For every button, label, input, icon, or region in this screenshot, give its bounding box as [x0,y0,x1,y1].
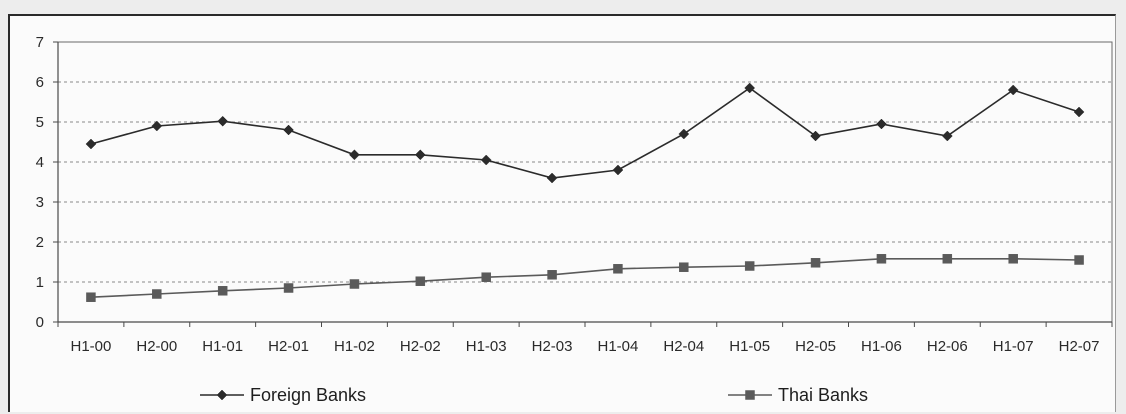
thai-banks-point [1074,255,1084,265]
thai-banks-point [942,254,953,264]
foreign-banks-legend-marker [216,389,228,401]
thai-banks-point [876,254,887,264]
gridlines [58,81,1112,283]
legend: Foreign Banks Thai Banks [200,385,868,405]
thai-banks-point [1008,254,1018,264]
thai-banks-point [810,258,821,268]
thai-banks-point [349,279,360,289]
x-tick-label: H2-03 [532,338,573,355]
foreign-banks-point [1007,84,1019,96]
y-tick-label: 7 [36,34,44,51]
thai-banks-point [481,272,491,282]
y-tick-label: 5 [36,114,44,131]
thai-banks-point [547,270,557,280]
y-tick-label: 2 [36,234,44,251]
thai-banks-point [415,276,426,286]
series-lines [85,82,1085,302]
x-tick-label: H1-07 [993,338,1034,355]
x-tick-label: H2-06 [927,338,968,355]
thai-banks-point [283,283,294,293]
foreign-banks-point [810,130,821,142]
y-tick-label: 6 [36,74,44,91]
x-tick-label: H1-04 [598,338,639,355]
y-tick-label: 3 [36,194,44,211]
x-tick-label: H1-03 [466,338,507,355]
thai-banks-point [152,289,162,299]
thai-banks-point [744,261,755,271]
foreign-banks-point [612,164,624,176]
x-tick-label: H1-00 [71,338,112,355]
tick-labels: 0 1 2 3 4 5 6 7 H1-00 H2-00 H1-01 H2-01 H1-02 H2-02 H1… [36,34,1100,355]
thai-banks-point [86,292,96,302]
x-tick-label: H2-02 [400,338,441,355]
x-tick-label: H2-05 [795,338,836,355]
foreign-banks-point [876,118,887,130]
foreign-banks-point [217,115,229,127]
foreign-banks-point [1073,106,1085,118]
foreign-banks-legend-label: Foreign Banks [250,385,366,405]
foreign-banks-point [678,128,690,140]
thai-banks-point [679,262,689,272]
x-tick-label: H1-01 [202,338,243,355]
x-tick-label: H2-04 [663,338,704,355]
x-tick-label: H1-06 [861,338,902,355]
thai-banks-point [217,286,228,296]
foreign-banks-line [90,87,1080,179]
foreign-banks-point [283,124,294,136]
x-tick-label: H2-01 [268,338,309,355]
foreign-banks-point [151,120,163,132]
y-tick-label: 4 [36,154,44,171]
foreign-banks-point [414,149,426,161]
plot-area-border [57,41,1113,323]
x-tick-label: H1-05 [729,338,770,355]
foreign-banks-point [85,138,97,150]
foreign-banks-point [941,130,953,142]
x-tick-label: H2-07 [1059,338,1100,355]
foreign-banks-point [480,154,492,166]
thai-banks-point [613,264,623,274]
y-tick-label: 0 [36,314,44,331]
foreign-banks-point [744,82,756,94]
foreign-banks-point [349,149,360,161]
thai-banks-legend-label: Thai Banks [778,385,868,405]
thai-banks-legend-marker [745,390,755,400]
axes [53,41,1113,327]
line-chart: 0 1 2 3 4 5 6 7 H1-00 H2-00 H1-01 H2-01 H1-02 H2-02 H1… [36,34,1113,405]
thai-banks-line [90,258,1080,298]
y-tick-label: 1 [36,274,44,291]
chart-frame: 0 1 2 3 4 5 6 7 H1-00 H2-00 H1-01 H2-01 H1-02 H2-02 H1… [8,14,1116,412]
x-tick-label: H1-02 [334,338,375,355]
foreign-banks-point [546,172,558,184]
x-tick-label: H2-00 [136,338,177,355]
